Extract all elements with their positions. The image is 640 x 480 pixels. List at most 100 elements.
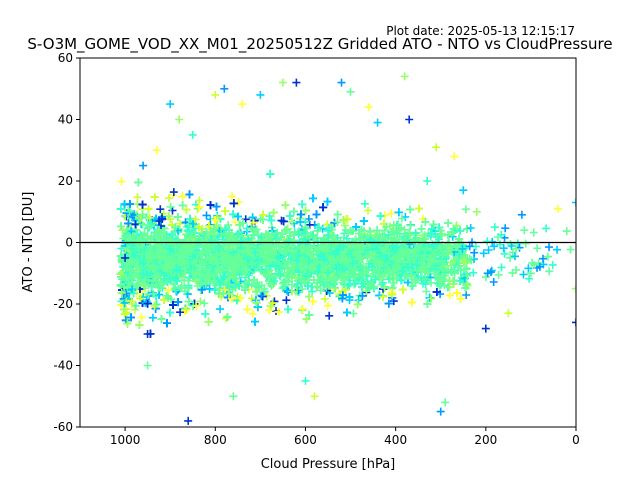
scatter-point: [150, 193, 159, 202]
scatter-point: [445, 291, 454, 300]
scatter-point: [212, 202, 221, 211]
scatter-points: [116, 72, 576, 425]
scatter-point: [384, 299, 393, 308]
scatter-point: [130, 305, 139, 314]
scatter-point: [156, 205, 165, 214]
scatter-point: [146, 329, 155, 338]
scatter-point: [341, 286, 350, 294]
scatter-point: [421, 217, 430, 226]
scatter-point: [281, 201, 290, 210]
scatter-point: [282, 286, 291, 295]
scatter-point: [452, 289, 461, 297]
scatter-point: [345, 293, 354, 302]
scatter-point: [169, 300, 177, 309]
scatter-point: [158, 214, 167, 223]
scatter-point: [178, 201, 187, 210]
scatter-point: [131, 301, 140, 310]
scatter-point: [241, 286, 250, 295]
scatter-point: [136, 294, 145, 303]
scatter-point: [248, 213, 257, 222]
scatter-point: [406, 205, 415, 214]
scatter-point: [359, 217, 368, 226]
scatter-point: [309, 194, 317, 203]
scatter-point: [166, 308, 175, 317]
scatter-point: [360, 199, 369, 208]
scatter-point: [364, 206, 372, 215]
scatter-point: [415, 204, 423, 213]
scatter-point: [267, 216, 276, 225]
scatter-point: [312, 210, 321, 219]
scatter-point: [182, 205, 191, 214]
scatter-point: [422, 287, 431, 296]
scatter-point: [134, 215, 143, 223]
scatter-point: [185, 190, 194, 199]
scatter-point: [201, 309, 210, 318]
scatter-point: [138, 200, 147, 209]
scatter-point: [192, 302, 201, 311]
scatter-point: [182, 305, 191, 314]
scatter-point: [205, 222, 214, 230]
scatter-point: [343, 308, 351, 317]
scatter-point: [195, 196, 204, 205]
scatter-point: [228, 192, 236, 201]
scatter-point: [285, 211, 294, 220]
scatter-point: [169, 188, 178, 197]
scatter-point: [127, 313, 135, 322]
scatter-point: [133, 193, 142, 202]
scatter-point: [463, 225, 472, 233]
scatter-point: [274, 308, 283, 316]
scatter-point: [152, 300, 161, 309]
scatter-point: [116, 252, 125, 260]
scatter-point: [120, 299, 129, 307]
scatter-point: [184, 297, 193, 306]
scatter-point: [265, 306, 274, 315]
scatter-point: [388, 290, 397, 299]
scatter-point: [145, 213, 154, 222]
scatter-point: [117, 222, 125, 231]
scatter-point: [229, 210, 238, 219]
scatter-point: [134, 178, 143, 187]
scatter-point: [373, 226, 382, 235]
scatter-point: [323, 197, 332, 206]
scatter-point: [288, 217, 296, 226]
scatter-point: [455, 261, 464, 270]
scatter-point: [222, 314, 230, 323]
scatter-point: [164, 286, 173, 294]
scatter-point: [269, 208, 278, 217]
scatter-point: [462, 291, 471, 299]
scatter-point: [125, 200, 134, 209]
scatter-point: [268, 299, 277, 308]
scatter-point: [445, 276, 454, 285]
scatter-point: [273, 228, 282, 237]
scatter-point: [166, 202, 175, 211]
scatter-point: [143, 299, 152, 308]
scatter-point: [432, 288, 441, 296]
scatter-point: [448, 228, 457, 237]
scatter-point: [198, 224, 207, 233]
scatter-point: [144, 205, 153, 213]
scatter-point: [163, 319, 171, 328]
scatter-point: [118, 225, 127, 234]
scatter-point: [305, 220, 314, 229]
scatter-point: [253, 303, 262, 312]
scatter-point: [444, 219, 453, 228]
scatter-point: [333, 210, 342, 219]
scatter-point: [282, 296, 291, 305]
scatter-point: [423, 300, 432, 308]
scatter-point: [176, 308, 185, 317]
scatter-point: [340, 221, 349, 230]
scatter-point: [298, 305, 307, 314]
scatter-point: [339, 216, 348, 225]
scatter-point: [211, 216, 220, 224]
scatter-point: [138, 210, 147, 219]
scatter-point: [127, 227, 136, 236]
scatter-point: [206, 220, 215, 229]
scatter-point: [397, 276, 405, 285]
scatter-point: [176, 219, 184, 228]
scatter-point: [265, 212, 274, 221]
scatter-point: [397, 214, 406, 223]
scatter-point: [205, 285, 214, 293]
scatter-point: [189, 219, 197, 228]
scatter-point: [231, 218, 240, 226]
